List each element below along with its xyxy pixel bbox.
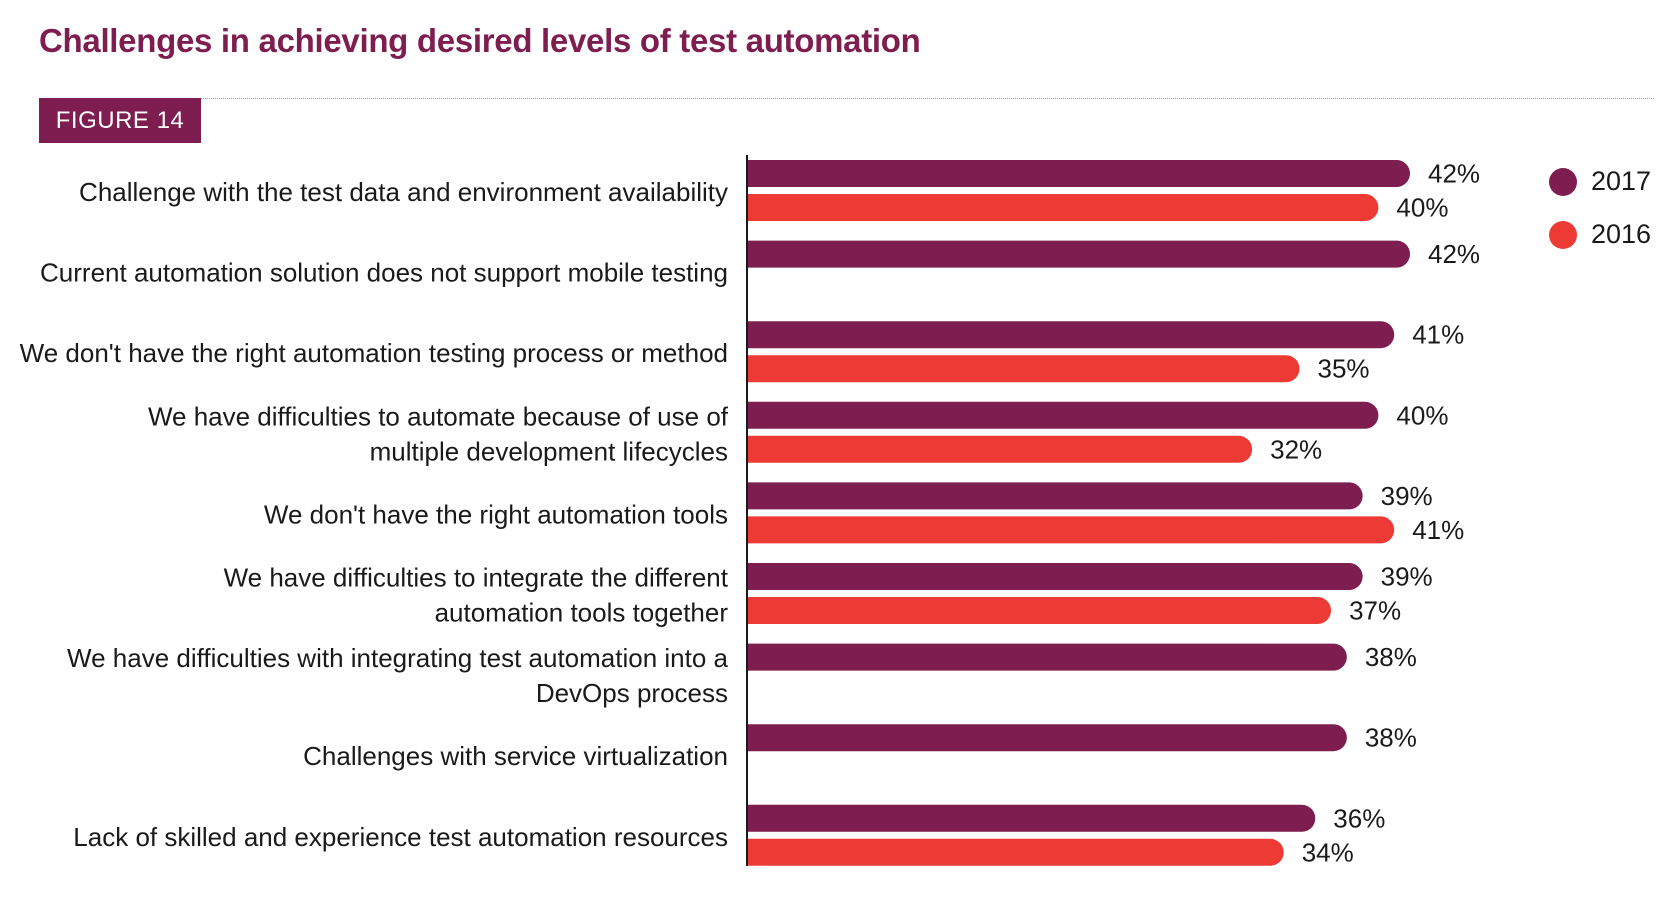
category-label: We have difficulties to integrate the di… <box>224 563 729 593</box>
bar-2017 <box>748 482 1363 510</box>
bar-2016 <box>748 597 1332 624</box>
category-label: automation tools together <box>435 598 729 628</box>
value-label-2017: 38% <box>1365 723 1417 753</box>
chart-title: Challenges in achieving desired levels o… <box>39 22 921 59</box>
value-label-2017: 40% <box>1396 400 1448 430</box>
bar-2017 <box>748 401 1379 429</box>
category-label: Lack of skilled and experience test auto… <box>73 822 728 852</box>
legend-swatch-2017 <box>1549 167 1577 196</box>
legend-item-2016: 2016 <box>1549 208 1651 261</box>
category-label: DevOps process <box>536 678 728 708</box>
bar-2017 <box>748 643 1347 671</box>
legend-item-2017: 2017 <box>1549 155 1651 208</box>
category-label: We have difficulties to automate because… <box>148 401 729 431</box>
bar-2017 <box>748 804 1316 832</box>
value-label-2017: 36% <box>1333 803 1385 833</box>
value-label-2017: 39% <box>1381 562 1433 592</box>
bar-2016 <box>748 516 1395 544</box>
value-label-2016: 35% <box>1318 354 1370 384</box>
bar-2017 <box>748 240 1410 268</box>
value-label-2017: 39% <box>1381 481 1433 511</box>
legend-swatch-2016 <box>1549 220 1577 249</box>
bar-2016 <box>748 194 1379 221</box>
bar-2016 <box>748 355 1300 383</box>
category-label: We don't have the right automation testi… <box>20 338 728 368</box>
value-label-2016: 32% <box>1270 434 1322 464</box>
value-label-2017: 42% <box>1428 159 1480 189</box>
bar-2017 <box>748 563 1363 590</box>
value-label-2017: 41% <box>1412 320 1464 350</box>
bar-2017 <box>748 724 1347 752</box>
legend: 2017 2016 <box>1549 155 1651 261</box>
title-divider <box>39 98 1654 99</box>
legend-label-2017: 2017 <box>1591 166 1652 196</box>
bar-2017 <box>748 160 1410 187</box>
figure-label: FIGURE 14 <box>39 98 201 143</box>
category-label: We have difficulties with integrating te… <box>67 643 729 673</box>
category-label: We don't have the right automation tools <box>264 499 728 529</box>
value-label-2017: 38% <box>1365 642 1417 672</box>
value-label-2016: 34% <box>1302 837 1354 867</box>
category-label: multiple development lifecycles <box>370 436 728 466</box>
value-label-2016: 37% <box>1349 596 1401 626</box>
value-label-2017: 42% <box>1428 239 1480 269</box>
bar-2017 <box>748 321 1395 349</box>
legend-label-2016: 2016 <box>1591 219 1652 249</box>
value-label-2016: 40% <box>1396 193 1448 223</box>
category-label: Challenge with the test data and environ… <box>79 177 728 207</box>
value-label-2016: 41% <box>1412 515 1464 545</box>
bar-2016 <box>748 435 1253 463</box>
bar-2016 <box>748 838 1284 866</box>
category-label: Current automation solution does not sup… <box>40 258 728 288</box>
category-label: Challenges with service virtualization <box>303 741 728 771</box>
